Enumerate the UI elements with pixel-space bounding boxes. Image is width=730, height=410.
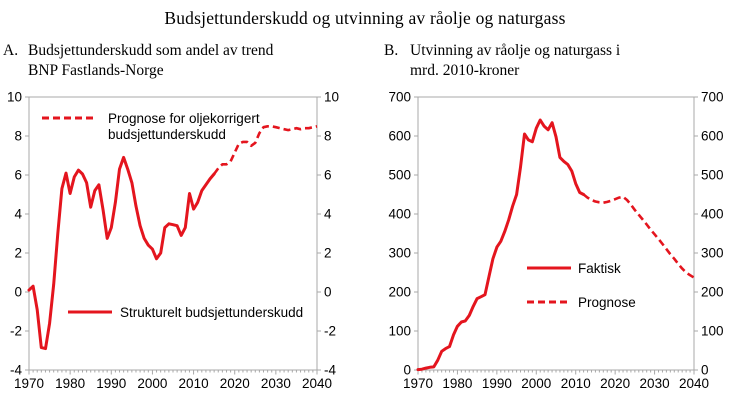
figure-title: Budsjettunderskudd og utvinning av råolj… xyxy=(164,8,566,28)
y-tick-label-right: 4 xyxy=(324,207,332,222)
x-tick-label: 1980 xyxy=(442,376,472,391)
y-tick-label-left: 0 xyxy=(14,285,22,300)
panel-b-title-line1: Utvinning av råolje og naturgass i xyxy=(410,42,621,59)
series-line-dashed xyxy=(213,124,318,175)
x-tick-label: 1970 xyxy=(14,376,44,391)
y-tick-label-right: 600 xyxy=(701,129,724,144)
y-tick-label-left: 100 xyxy=(388,324,411,339)
y-tick-label-left: 700 xyxy=(388,90,411,105)
y-tick-label-right: 0 xyxy=(701,363,709,378)
panel-a-title: Budsjettunderskudd som andel av trend BN… xyxy=(28,41,273,81)
x-tick-label: 1980 xyxy=(55,376,85,391)
series-line-dashed xyxy=(582,193,695,279)
y-tick-label-right: 100 xyxy=(701,324,724,339)
y-tick-label-left: 4 xyxy=(14,207,22,222)
legend-label: budsjettunderskudd xyxy=(108,127,226,142)
x-tick-label: 2000 xyxy=(521,376,551,391)
y-tick-label-left: 8 xyxy=(14,129,22,144)
y-tick-label-left: 10 xyxy=(7,90,22,105)
y-tick-label-left: 600 xyxy=(388,129,411,144)
x-tick-label: 2030 xyxy=(640,376,670,391)
y-tick-label-left: 2 xyxy=(14,246,22,261)
x-tick-label: 2000 xyxy=(137,376,167,391)
x-tick-label: 2030 xyxy=(261,376,291,391)
y-tick-label-left: 300 xyxy=(388,246,411,261)
x-tick-label: 2020 xyxy=(600,376,630,391)
panel-a-title-line2: BNP Fastlands-Norge xyxy=(28,62,164,79)
y-tick-label-right: 8 xyxy=(324,129,332,144)
x-tick-label: 2040 xyxy=(302,376,332,391)
chart-a-canvas: -4 -4 -2 -2 0 0 2 2 4 4 6 6 8 8 10 10 1970 1980 1990 2000 20… xyxy=(7,90,339,392)
panel-b-title: Utvinning av råolje og naturgass i mrd. … xyxy=(410,41,620,81)
panel-a-header: A. Budsjettunderskudd som andel av trend… xyxy=(3,41,355,81)
chart-b-canvas: 0 0 100 100 200 200 300 300 400 400 500 500 600 600 70… xyxy=(388,90,723,392)
y-tick-label-left: -2 xyxy=(10,324,22,339)
y-tick-label-left: 200 xyxy=(388,285,411,300)
x-tick-label: 2010 xyxy=(561,376,591,391)
y-tick-label-right: -4 xyxy=(324,363,336,378)
x-tick-label: 2020 xyxy=(220,376,250,391)
series-line-solid xyxy=(416,118,586,372)
y-tick-label-left: 400 xyxy=(388,207,411,222)
panel-a-title-line1: Budsjettunderskudd som andel av trend xyxy=(28,42,274,59)
y-tick-label-right: 500 xyxy=(701,168,724,183)
y-tick-label-right: 10 xyxy=(324,90,339,105)
y-tick-label-left: 0 xyxy=(403,363,411,378)
y-tick-label-right: 2 xyxy=(324,246,332,261)
legend-label: Strukturelt budsjettunderskudd xyxy=(120,305,303,320)
plot-area-B.: 0 0 100 100 200 200 300 300 400 400 500 500 600 600 70… xyxy=(388,90,723,392)
plot-area-A.: -4 -4 -2 -2 0 0 2 2 4 4 6 6 8 8 10 10 1970 1980 1990 2000 20… xyxy=(7,90,339,392)
legend-label: Faktisk xyxy=(578,261,621,276)
legend-label: Prognose for oljekorrigert xyxy=(108,111,260,126)
y-tick-label-right: 0 xyxy=(324,285,332,300)
panel-b-title-line2: mrd. 2010-kroner xyxy=(410,62,520,79)
x-tick-label: 1970 xyxy=(403,376,433,391)
x-tick-label: 1990 xyxy=(482,376,512,391)
y-tick-label-right: 300 xyxy=(701,246,724,261)
legend-label: Prognose xyxy=(578,295,636,310)
x-tick-label: 1990 xyxy=(96,376,126,391)
y-tick-label-right: -2 xyxy=(324,324,336,339)
y-tick-label-right: 700 xyxy=(701,90,724,105)
y-tick-label-right: 400 xyxy=(701,207,724,222)
y-tick-label-left: 500 xyxy=(388,168,411,183)
y-tick-label-right: 200 xyxy=(701,285,724,300)
panel-b-label: B. xyxy=(384,42,399,59)
y-tick-label-left: 6 xyxy=(14,168,22,183)
y-tick-label-left: -4 xyxy=(10,363,22,378)
series-line-solid xyxy=(27,155,216,351)
x-tick-label: 2040 xyxy=(679,376,709,391)
x-tick-label: 2010 xyxy=(179,376,209,391)
panel-a-label: A. xyxy=(3,42,19,59)
panel-b-header: B. Utvinning av råolje og naturgass i mr… xyxy=(384,41,714,81)
y-tick-label-right: 6 xyxy=(324,168,332,183)
